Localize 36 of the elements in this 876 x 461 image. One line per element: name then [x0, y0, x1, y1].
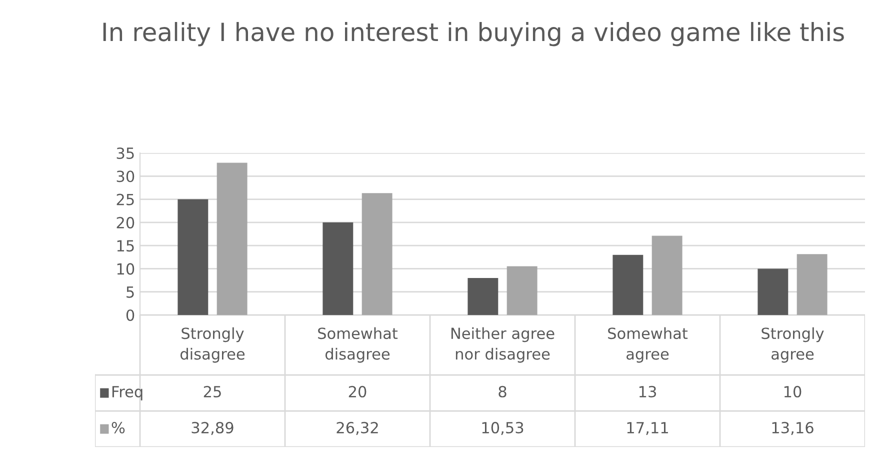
y-tick-label: 0	[126, 309, 134, 322]
data-label: 26,32	[336, 422, 378, 435]
bar	[178, 199, 208, 315]
y-tick-label: 35	[116, 147, 134, 160]
bar	[652, 236, 682, 315]
y-tick-label: 30	[116, 170, 134, 182]
y-tick-label: 5	[126, 286, 134, 298]
x-tick-label: Neither agree nor disagree	[451, 327, 554, 363]
data-label: 17,11	[627, 422, 668, 435]
data-label: 25	[204, 386, 221, 398]
x-tick-label: Strongly agree	[762, 327, 824, 363]
data-label: 13	[639, 386, 656, 398]
data-label: 10,53	[482, 422, 524, 435]
data-label: 32,89	[192, 422, 234, 435]
data-label: 10	[784, 386, 802, 398]
legend-label: Freq	[112, 386, 142, 400]
y-tick-label: 20	[116, 216, 134, 228]
bar	[362, 193, 392, 315]
data-label: 20	[348, 386, 366, 398]
legend-label: %	[112, 422, 125, 434]
y-tick-label: 10	[117, 263, 134, 275]
x-tick-label: Somewhat disagree	[318, 327, 398, 363]
y-tick-label: 25	[116, 194, 134, 206]
chart-title: In reality I have no interest in buying a video game like this	[103, 22, 844, 46]
bar	[468, 278, 498, 315]
x-tick-label: Strongly disagree	[180, 327, 245, 363]
data-label: 13,16	[772, 422, 814, 435]
bar	[506, 266, 538, 315]
x-tick-label: Somewhat agree	[608, 327, 688, 363]
data-label: 8	[498, 386, 506, 398]
bar	[322, 222, 354, 315]
y-tick-label: 15	[117, 240, 134, 252]
bar	[216, 162, 248, 315]
bar	[612, 254, 644, 315]
bar	[758, 268, 788, 315]
bar	[796, 254, 828, 315]
